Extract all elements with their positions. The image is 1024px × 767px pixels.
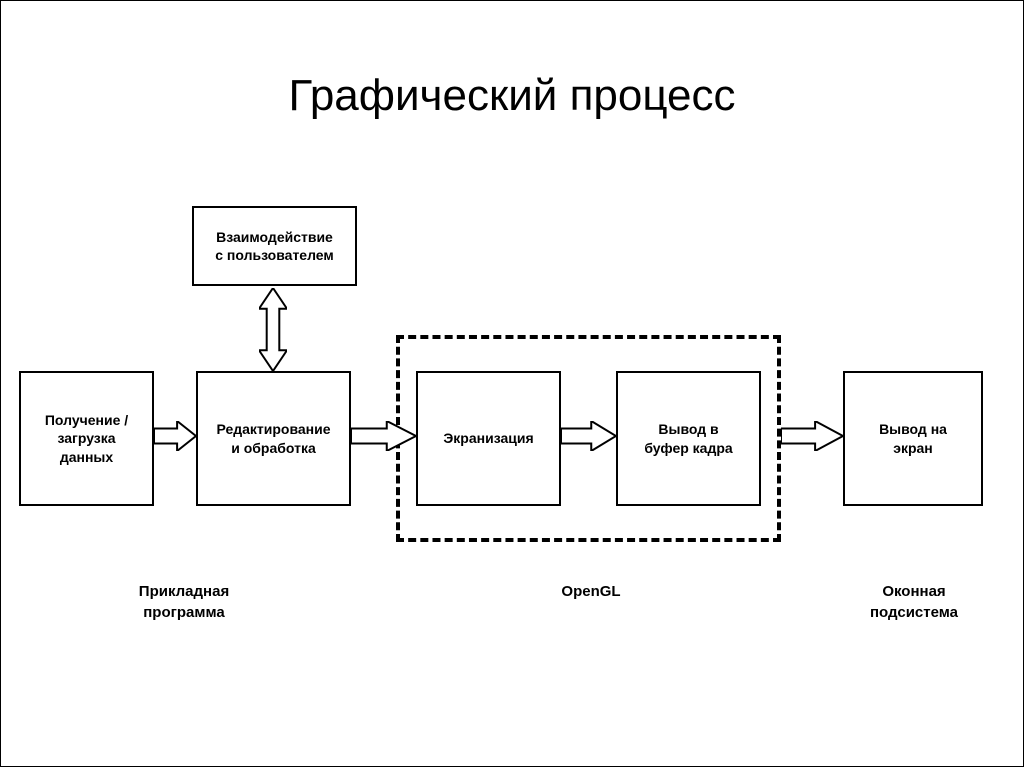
node-edit-process: Редактированиеи обработка bbox=[196, 371, 351, 506]
node-label: Получение /загрузкаданных bbox=[45, 411, 128, 466]
node-screen-output: Вывод наэкран bbox=[843, 371, 983, 506]
arrow-bidirectional bbox=[259, 288, 287, 371]
node-user-interaction: Взаимодействиес пользователем bbox=[192, 206, 357, 286]
node-label: Редактированиеи обработка bbox=[216, 420, 330, 456]
arrow-2 bbox=[351, 421, 416, 451]
diagram-title: Графический процесс bbox=[1, 71, 1023, 121]
group-label-text: Прикладнаяпрограмма bbox=[139, 583, 229, 621]
label-window-subsystem: Оконнаяподсистема bbox=[844, 581, 984, 623]
node-label: Взаимодействиес пользователем bbox=[215, 228, 334, 264]
label-opengl: OpenGL bbox=[551, 581, 631, 602]
node-data-load: Получение /загрузкаданных bbox=[19, 371, 154, 506]
group-label-text: OpenGL bbox=[561, 583, 620, 600]
arrow-3 bbox=[561, 421, 616, 451]
arrow-4 bbox=[781, 421, 843, 451]
node-label: Вывод наэкран bbox=[879, 420, 947, 456]
arrow-1 bbox=[154, 421, 196, 451]
label-application: Прикладнаяпрограмма bbox=[114, 581, 254, 623]
group-label-text: Оконнаяподсистема bbox=[870, 583, 958, 621]
